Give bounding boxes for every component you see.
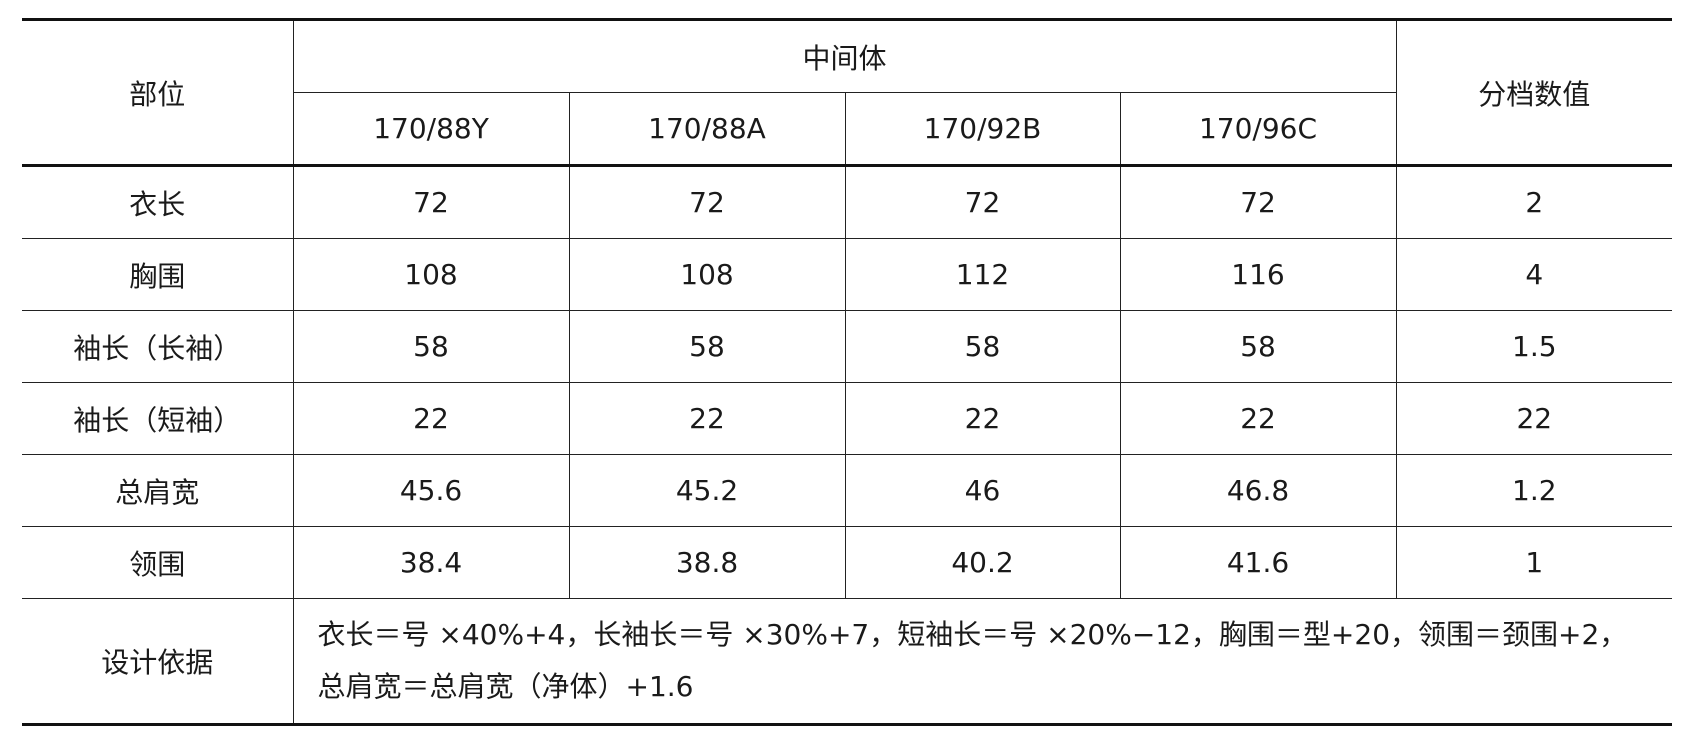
cell: 1 bbox=[1395, 526, 1673, 599]
cell: 72 bbox=[844, 165, 1121, 239]
header-row: 部位 中间体 分档数值 bbox=[22, 18, 1673, 166]
data-row: 领围 38.4 38.8 40.2 41.6 1 bbox=[22, 526, 1673, 599]
row-label: 总肩宽 bbox=[22, 454, 294, 527]
row-label: 袖长（短袖） bbox=[22, 382, 294, 455]
cell: 41.6 bbox=[1119, 526, 1397, 599]
header-cell: 中间体 bbox=[292, 18, 1397, 93]
cell: 72 bbox=[1119, 165, 1397, 239]
cell: 2 bbox=[1395, 165, 1673, 239]
header-cell: 170/88Y bbox=[293, 92, 570, 166]
cell: 46.8 bbox=[1119, 454, 1397, 527]
note-label: 设计依据 bbox=[22, 598, 294, 726]
cell: 45.6 bbox=[292, 454, 570, 527]
cell: 22 bbox=[568, 382, 846, 455]
cell: 108 bbox=[568, 238, 846, 311]
header-cell: 170/88A bbox=[568, 92, 846, 166]
cell: 116 bbox=[1119, 238, 1397, 311]
header-cell: 部位 bbox=[22, 18, 294, 166]
row-label: 胸围 bbox=[22, 238, 294, 311]
note-row: 设计依据 衣长＝号 ×40%+4，长袖长＝号 ×30%+7，短袖长＝号 ×20%−… bbox=[22, 598, 1673, 726]
header-cell: 170/96C bbox=[1119, 92, 1397, 166]
cell: 108 bbox=[292, 238, 570, 311]
note-text: 衣长＝号 ×40%+4，长袖长＝号 ×30%+7，短袖长＝号 ×20%−12，胸… bbox=[292, 598, 1673, 726]
cell: 58 bbox=[568, 310, 846, 383]
cell: 58 bbox=[292, 310, 570, 383]
cell: 22 bbox=[1119, 382, 1397, 455]
data-row: 总肩宽 45.6 45.2 46 46.8 1.2 bbox=[22, 454, 1673, 527]
cell: 1.5 bbox=[1395, 310, 1673, 383]
cell: 58 bbox=[1119, 310, 1397, 383]
header-cell: 分档数值 bbox=[1395, 18, 1673, 166]
cell: 4 bbox=[1395, 238, 1673, 311]
cell: 46 bbox=[844, 454, 1121, 527]
cell: 112 bbox=[844, 238, 1121, 311]
cell: 22 bbox=[292, 382, 570, 455]
cell: 72 bbox=[292, 165, 570, 239]
cell: 45.2 bbox=[568, 454, 846, 527]
cell: 72 bbox=[568, 165, 846, 239]
cell: 38.8 bbox=[568, 526, 846, 599]
size-table: 部位 中间体 分档数值 170/88Y 170/88A 170/92B 170/96C… bbox=[22, 18, 1673, 726]
cell: 40.2 bbox=[844, 526, 1121, 599]
cell: 22 bbox=[1395, 382, 1673, 455]
header-row: 170/88Y 170/88A 170/92B 170/96C bbox=[22, 92, 1672, 166]
cell: 58 bbox=[844, 310, 1121, 383]
data-row: 衣长 72 72 72 72 2 bbox=[22, 165, 1673, 239]
cell: 38.4 bbox=[292, 526, 570, 599]
data-row: 袖长（长袖） 58 58 58 58 1.5 bbox=[22, 310, 1673, 383]
cell: 22 bbox=[844, 382, 1121, 455]
row-label: 领围 bbox=[22, 526, 294, 599]
data-row: 袖长（短袖） 22 22 22 22 22 bbox=[22, 382, 1673, 455]
cell: 1.2 bbox=[1395, 454, 1673, 527]
row-label: 衣长 bbox=[22, 165, 294, 239]
row-label: 袖长（长袖） bbox=[22, 310, 294, 383]
header-cell: 170/92B bbox=[844, 92, 1121, 166]
data-row: 胸围 108 108 112 116 4 bbox=[22, 238, 1673, 311]
